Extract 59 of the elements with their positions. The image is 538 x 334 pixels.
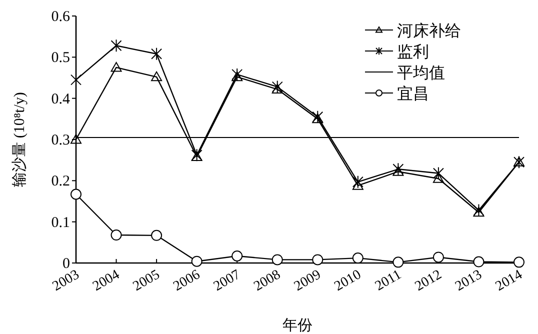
point (432, 173, 444, 183)
x-tick-label: 2006 (171, 267, 203, 294)
point (110, 62, 122, 72)
point (272, 254, 283, 266)
y-tick-label: 0.3 (51, 132, 70, 148)
point (151, 71, 162, 82)
point (312, 254, 324, 266)
legend-label: 宜昌 (397, 85, 429, 103)
x-tick-label: 2010 (332, 267, 364, 294)
x-tick-label: 2011 (372, 267, 404, 294)
point (312, 110, 324, 124)
point (110, 230, 122, 241)
point (473, 204, 484, 217)
y-tick-label: 0.5 (51, 50, 70, 66)
point (352, 252, 364, 264)
point (70, 73, 82, 86)
point (151, 230, 162, 241)
point (232, 71, 243, 82)
point (191, 148, 202, 162)
x-tick-label: 2014 (493, 267, 525, 294)
point (352, 180, 364, 190)
legend-label: 监利 (397, 43, 429, 61)
point (432, 252, 444, 263)
point (232, 68, 243, 81)
legend-label: 平均值 (397, 65, 445, 82)
point (514, 156, 524, 169)
point (312, 113, 324, 124)
point (352, 175, 364, 188)
x-tick-label: 2013 (452, 267, 485, 294)
point (392, 162, 404, 176)
y-tick-label: 0.6 (51, 9, 70, 25)
point (514, 156, 524, 166)
point (392, 256, 404, 268)
x-tick-label: 2005 (130, 267, 163, 294)
point (272, 80, 283, 94)
x-tick-label: 2008 (252, 267, 284, 294)
x-axis-title: 年份 (282, 317, 312, 334)
point (110, 39, 122, 52)
point (514, 256, 524, 268)
point (392, 166, 404, 176)
x-tick-label: 2009 (292, 267, 324, 294)
legend-label: 河床补给 (397, 22, 461, 40)
point (232, 250, 243, 262)
y-tick-label: 0.4 (51, 91, 70, 108)
point (70, 188, 82, 200)
point (272, 84, 283, 94)
point (151, 47, 162, 60)
point (191, 151, 202, 162)
point (191, 256, 202, 267)
point (473, 256, 484, 268)
x-tick-label: 2012 (412, 267, 444, 294)
x-tick-label: 2004 (90, 267, 122, 294)
y-axis-title: 输沙量 (10⁸t/y) (11, 92, 28, 187)
point (473, 206, 484, 217)
point (432, 166, 444, 180)
y-tick-label: 0.1 (51, 214, 70, 231)
x-tick-label: 2007 (211, 267, 244, 294)
point (70, 134, 82, 144)
y-tick-label: 0.2 (51, 174, 70, 190)
